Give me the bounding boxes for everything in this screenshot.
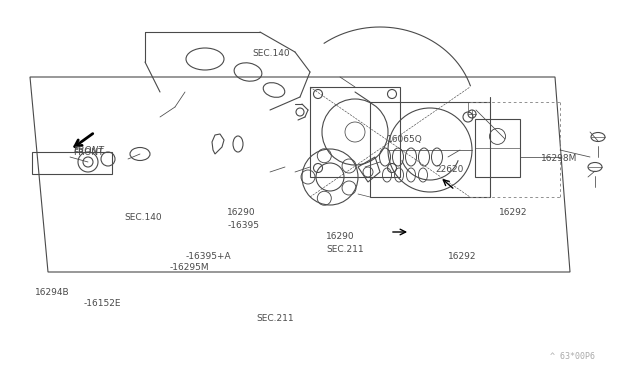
- Text: 16298M: 16298M: [541, 154, 577, 163]
- Text: SEC.211: SEC.211: [256, 314, 294, 323]
- Text: FRONT: FRONT: [74, 146, 104, 155]
- Text: -16395+A: -16395+A: [186, 252, 231, 261]
- Bar: [475, 119, 520, 177]
- Text: SEC.211: SEC.211: [326, 245, 364, 254]
- Text: 16065Q: 16065Q: [387, 135, 423, 144]
- Bar: [310, 87, 400, 177]
- Text: -16295M: -16295M: [170, 263, 209, 272]
- Bar: [32, 152, 112, 174]
- Text: SEC.140: SEC.140: [125, 213, 163, 222]
- Text: -16395: -16395: [227, 221, 259, 230]
- Text: -16152E: -16152E: [83, 299, 121, 308]
- Bar: [370, 102, 490, 197]
- Text: 16292: 16292: [499, 208, 528, 217]
- Text: SEC.140: SEC.140: [253, 49, 291, 58]
- Text: ^ 63*00P6: ^ 63*00P6: [550, 352, 595, 361]
- Text: 16290: 16290: [227, 208, 256, 217]
- Text: 16294B: 16294B: [35, 288, 70, 296]
- Text: 16290: 16290: [326, 232, 355, 241]
- Text: FRONT: FRONT: [74, 148, 104, 157]
- Text: 16292: 16292: [448, 252, 477, 261]
- Text: 22620: 22620: [435, 165, 463, 174]
